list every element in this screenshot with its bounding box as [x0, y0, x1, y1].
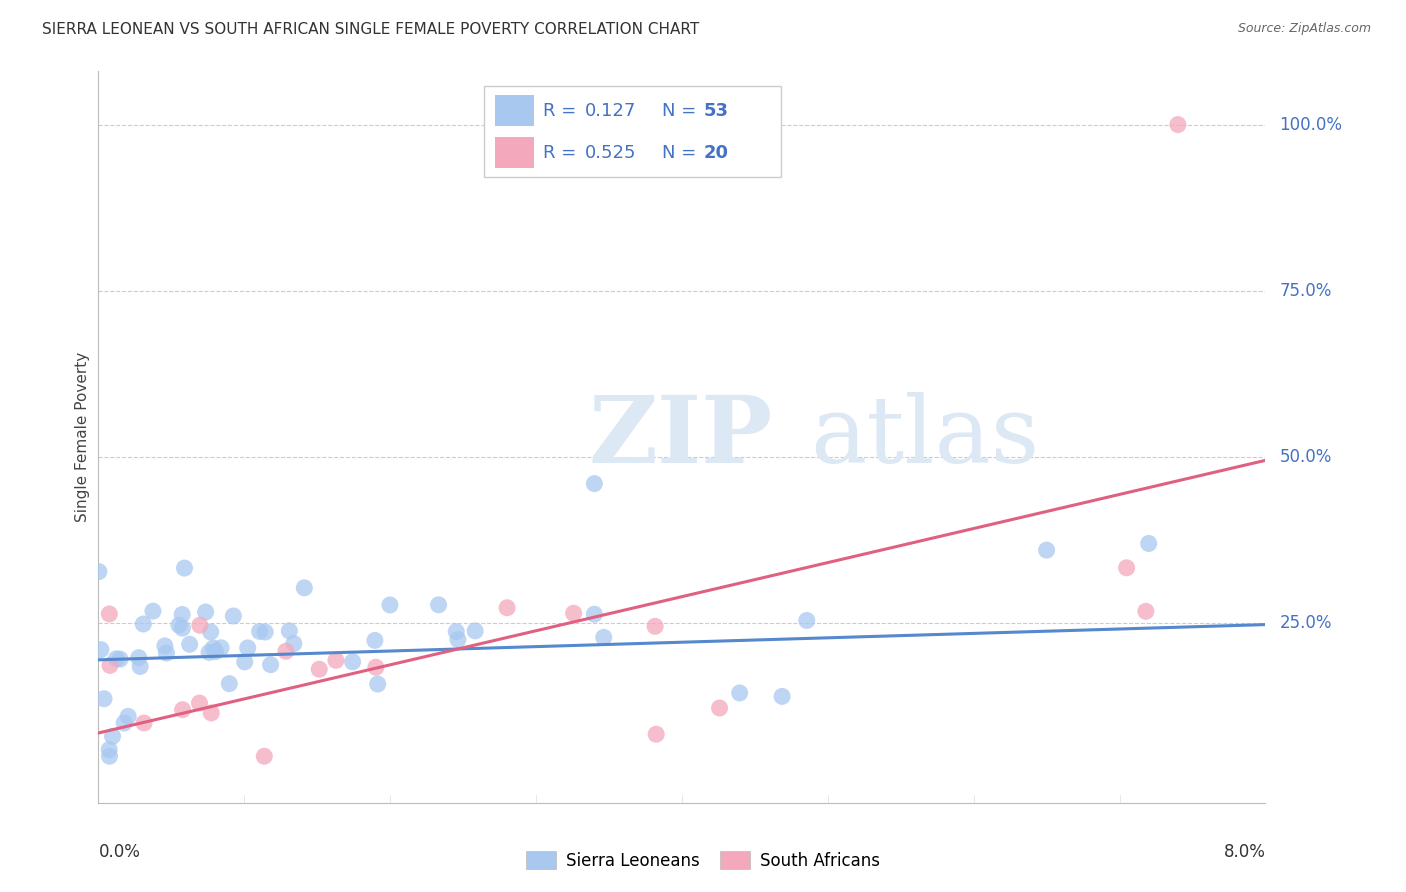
Point [259, 657, 281, 672]
Point [179, 637, 201, 651]
Point [378, 598, 401, 612]
Point [645, 727, 668, 741]
Point [98, 607, 121, 621]
Point [167, 618, 190, 632]
Point [364, 660, 387, 674]
Point [278, 624, 301, 638]
Point [496, 600, 519, 615]
Point [292, 581, 315, 595]
Text: Source: ZipAtlas.com: Source: ZipAtlas.com [1237, 22, 1371, 36]
Text: 50.0%: 50.0% [1279, 448, 1331, 466]
Point [204, 644, 226, 658]
Point [644, 619, 666, 633]
Point [87, 565, 110, 579]
Point [233, 655, 256, 669]
Point [200, 706, 222, 720]
Point [583, 476, 606, 491]
Point [218, 676, 240, 690]
Point [274, 644, 297, 658]
Point [117, 709, 139, 723]
Text: 8.0%: 8.0% [1223, 843, 1265, 861]
Point [128, 650, 150, 665]
Point [98, 749, 121, 764]
Text: 100.0%: 100.0% [1279, 116, 1343, 134]
Point [342, 655, 364, 669]
Point [283, 637, 305, 651]
Point [444, 624, 467, 639]
Point [172, 703, 194, 717]
Point [796, 614, 818, 628]
Point [132, 617, 155, 632]
Point [173, 561, 195, 575]
Point [153, 639, 176, 653]
Point [367, 677, 389, 691]
Point [236, 640, 259, 655]
Point [132, 716, 155, 731]
Point [172, 607, 194, 622]
Text: SIERRA LEONEAN VS SOUTH AFRICAN SINGLE FEMALE POVERTY CORRELATION CHART: SIERRA LEONEAN VS SOUTH AFRICAN SINGLE F… [42, 22, 699, 37]
Point [253, 749, 276, 764]
Point [770, 690, 793, 704]
Point [93, 691, 115, 706]
Point [98, 658, 121, 673]
Point [198, 645, 221, 659]
Text: 0.0%: 0.0% [98, 843, 141, 861]
Point [105, 652, 128, 666]
Point [427, 598, 450, 612]
Y-axis label: Single Female Poverty: Single Female Poverty [75, 352, 90, 522]
Legend: Sierra Leoneans, South Africans: Sierra Leoneans, South Africans [519, 845, 887, 877]
Point [129, 659, 152, 673]
Text: ZIP: ZIP [589, 392, 773, 482]
Point [364, 633, 387, 648]
Point [155, 646, 177, 660]
Point [464, 624, 486, 638]
Point [308, 662, 330, 676]
Point [98, 742, 121, 756]
Point [254, 625, 277, 640]
Point [101, 729, 124, 743]
Point [202, 641, 225, 656]
Point [108, 652, 131, 666]
Text: 75.0%: 75.0% [1279, 282, 1331, 300]
Point [447, 632, 470, 647]
Point [325, 653, 347, 667]
Point [562, 606, 585, 620]
Text: 25.0%: 25.0% [1279, 615, 1331, 632]
Point [1137, 536, 1160, 550]
Point [222, 609, 245, 624]
Point [200, 624, 222, 639]
Point [209, 640, 232, 655]
Point [194, 605, 217, 619]
Point [1167, 118, 1189, 132]
Point [583, 607, 606, 622]
Point [188, 618, 211, 632]
Point [1135, 604, 1157, 618]
Point [90, 642, 112, 657]
Point [728, 686, 751, 700]
Point [592, 631, 614, 645]
Point [1115, 561, 1137, 575]
Point [188, 696, 211, 710]
Point [172, 621, 194, 635]
Point [249, 624, 271, 639]
Point [142, 604, 165, 618]
Point [709, 701, 731, 715]
Text: atlas: atlas [810, 392, 1039, 482]
Point [112, 716, 135, 731]
Point [1035, 543, 1057, 558]
